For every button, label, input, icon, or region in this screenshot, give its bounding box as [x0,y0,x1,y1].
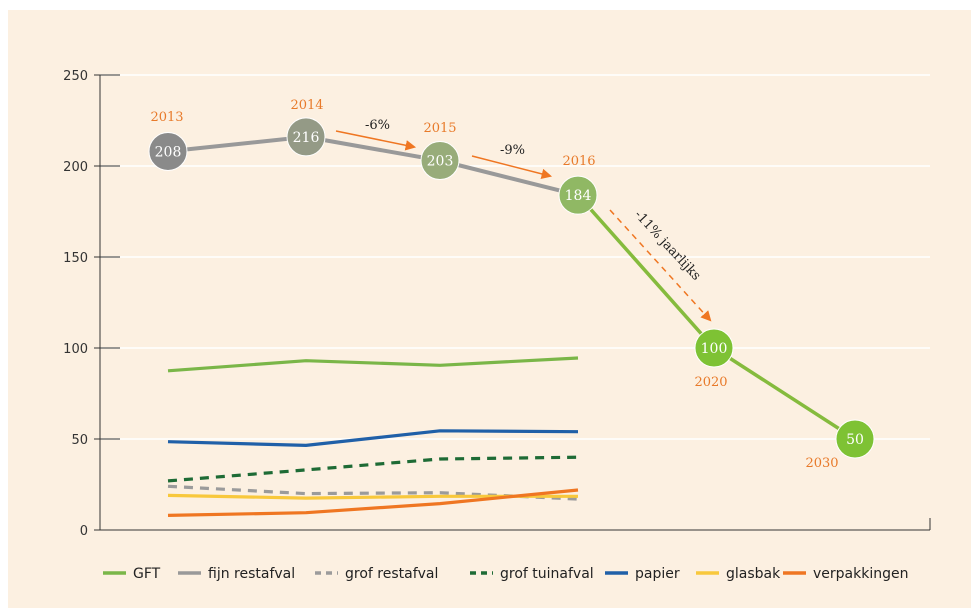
chart-panel [8,10,971,608]
bubble-circle [420,141,460,181]
value-bubbles: 208 216 203 184 100 50 [148,117,875,459]
bubble-circle [558,175,598,215]
series-line-fijn-restafval [167,134,579,198]
top-strip [0,0,979,10]
year-label: 2015 [423,121,456,136]
value-bubble: 203 [420,141,460,181]
axes [94,74,931,531]
bubble-label: 100 [701,341,728,357]
bubble-label: 184 [565,188,592,204]
legend-label: fijn restafval [208,566,295,582]
value-bubble: 50 [835,419,875,459]
year-label: 2013 [150,110,183,125]
year-label: 2020 [694,375,727,390]
legend-label: verpakkingen [813,566,908,582]
legend-item: papier [605,566,680,582]
legend-item: grof restafval [315,566,438,582]
value-bubble: 216 [286,117,326,157]
series-line-grof-tuinafval [167,455,579,483]
legend-label: glasbak [726,566,781,582]
bubble-label: 203 [427,154,454,170]
y-tick-label: 250 [63,69,88,84]
year-label: 2016 [562,154,595,169]
gridlines [100,74,930,440]
y-tick-label: 100 [63,342,88,357]
annotation-label: -6% [365,118,390,133]
bubble-circle [694,328,734,368]
legend-item: grof tuinafval [470,566,594,582]
y-tick-label: 0 [80,524,88,539]
annotation: -11% jaarlijks [609,207,712,322]
annotation: -6% [335,118,417,151]
annotations: -6% -9% -11% jaarlijks [335,118,712,322]
annotation-arrow [609,209,712,322]
legend-label: grof tuinafval [500,566,594,582]
year-labels: 2013 2014 2015 2016 2020 2030 [150,98,838,471]
bubble-label: 208 [155,144,182,160]
bubble-circle [148,131,188,171]
y-axis-tick-labels: 0 50 100 150 200 250 [63,69,88,539]
projection-line [576,193,856,441]
y-tick-label: 50 [71,433,88,448]
year-label: 2014 [290,98,323,113]
bubble-label: 216 [293,130,320,146]
series-line-verpakkingen [167,488,579,517]
legend-label: grof restafval [345,566,438,582]
legend-label: papier [635,566,680,582]
value-bubble: 184 [558,175,598,215]
bubble-circle [286,117,326,157]
series-line-papier [167,429,579,447]
annotation-arrow [335,130,417,151]
series-lines [167,134,579,517]
legend: GFT fijn restafval grof restafval grof tuin… [103,566,908,582]
annotation-label: -9% [500,143,525,158]
legend-label: GFT [133,566,161,582]
legend-item: fijn restafval [178,566,295,582]
projection-line [576,193,856,441]
value-bubble: 100 [694,328,734,368]
legend-item: GFT [103,566,161,582]
annotation: -9% [471,143,553,179]
legend-item: verpakkingen [783,566,908,582]
bubble-label: 50 [846,432,864,448]
bubble-circle [835,419,875,459]
y-tick-label: 150 [63,251,88,266]
year-label: 2030 [805,456,838,471]
annotation-arrow [471,155,553,179]
legend-item: glasbak [696,566,781,582]
y-tick-label: 200 [63,160,88,175]
value-bubble: 208 [148,131,188,171]
series-line-GFT [167,356,579,373]
